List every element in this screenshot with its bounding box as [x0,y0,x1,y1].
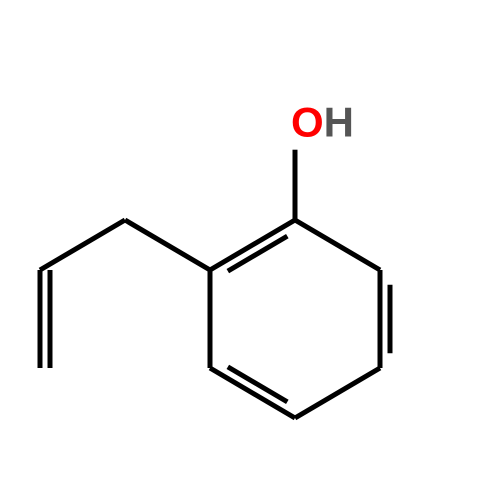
atoms-group: OH [287,95,358,150]
bond-line [210,368,295,418]
bond-line [295,368,380,418]
bond-line [210,220,295,270]
bond-line [40,220,125,270]
bond-line [295,220,380,270]
bond-line [125,220,210,270]
chemical-structure-svg: OH [0,0,500,500]
atom-label-O7: OH [291,99,354,146]
bonds-group [40,144,390,418]
